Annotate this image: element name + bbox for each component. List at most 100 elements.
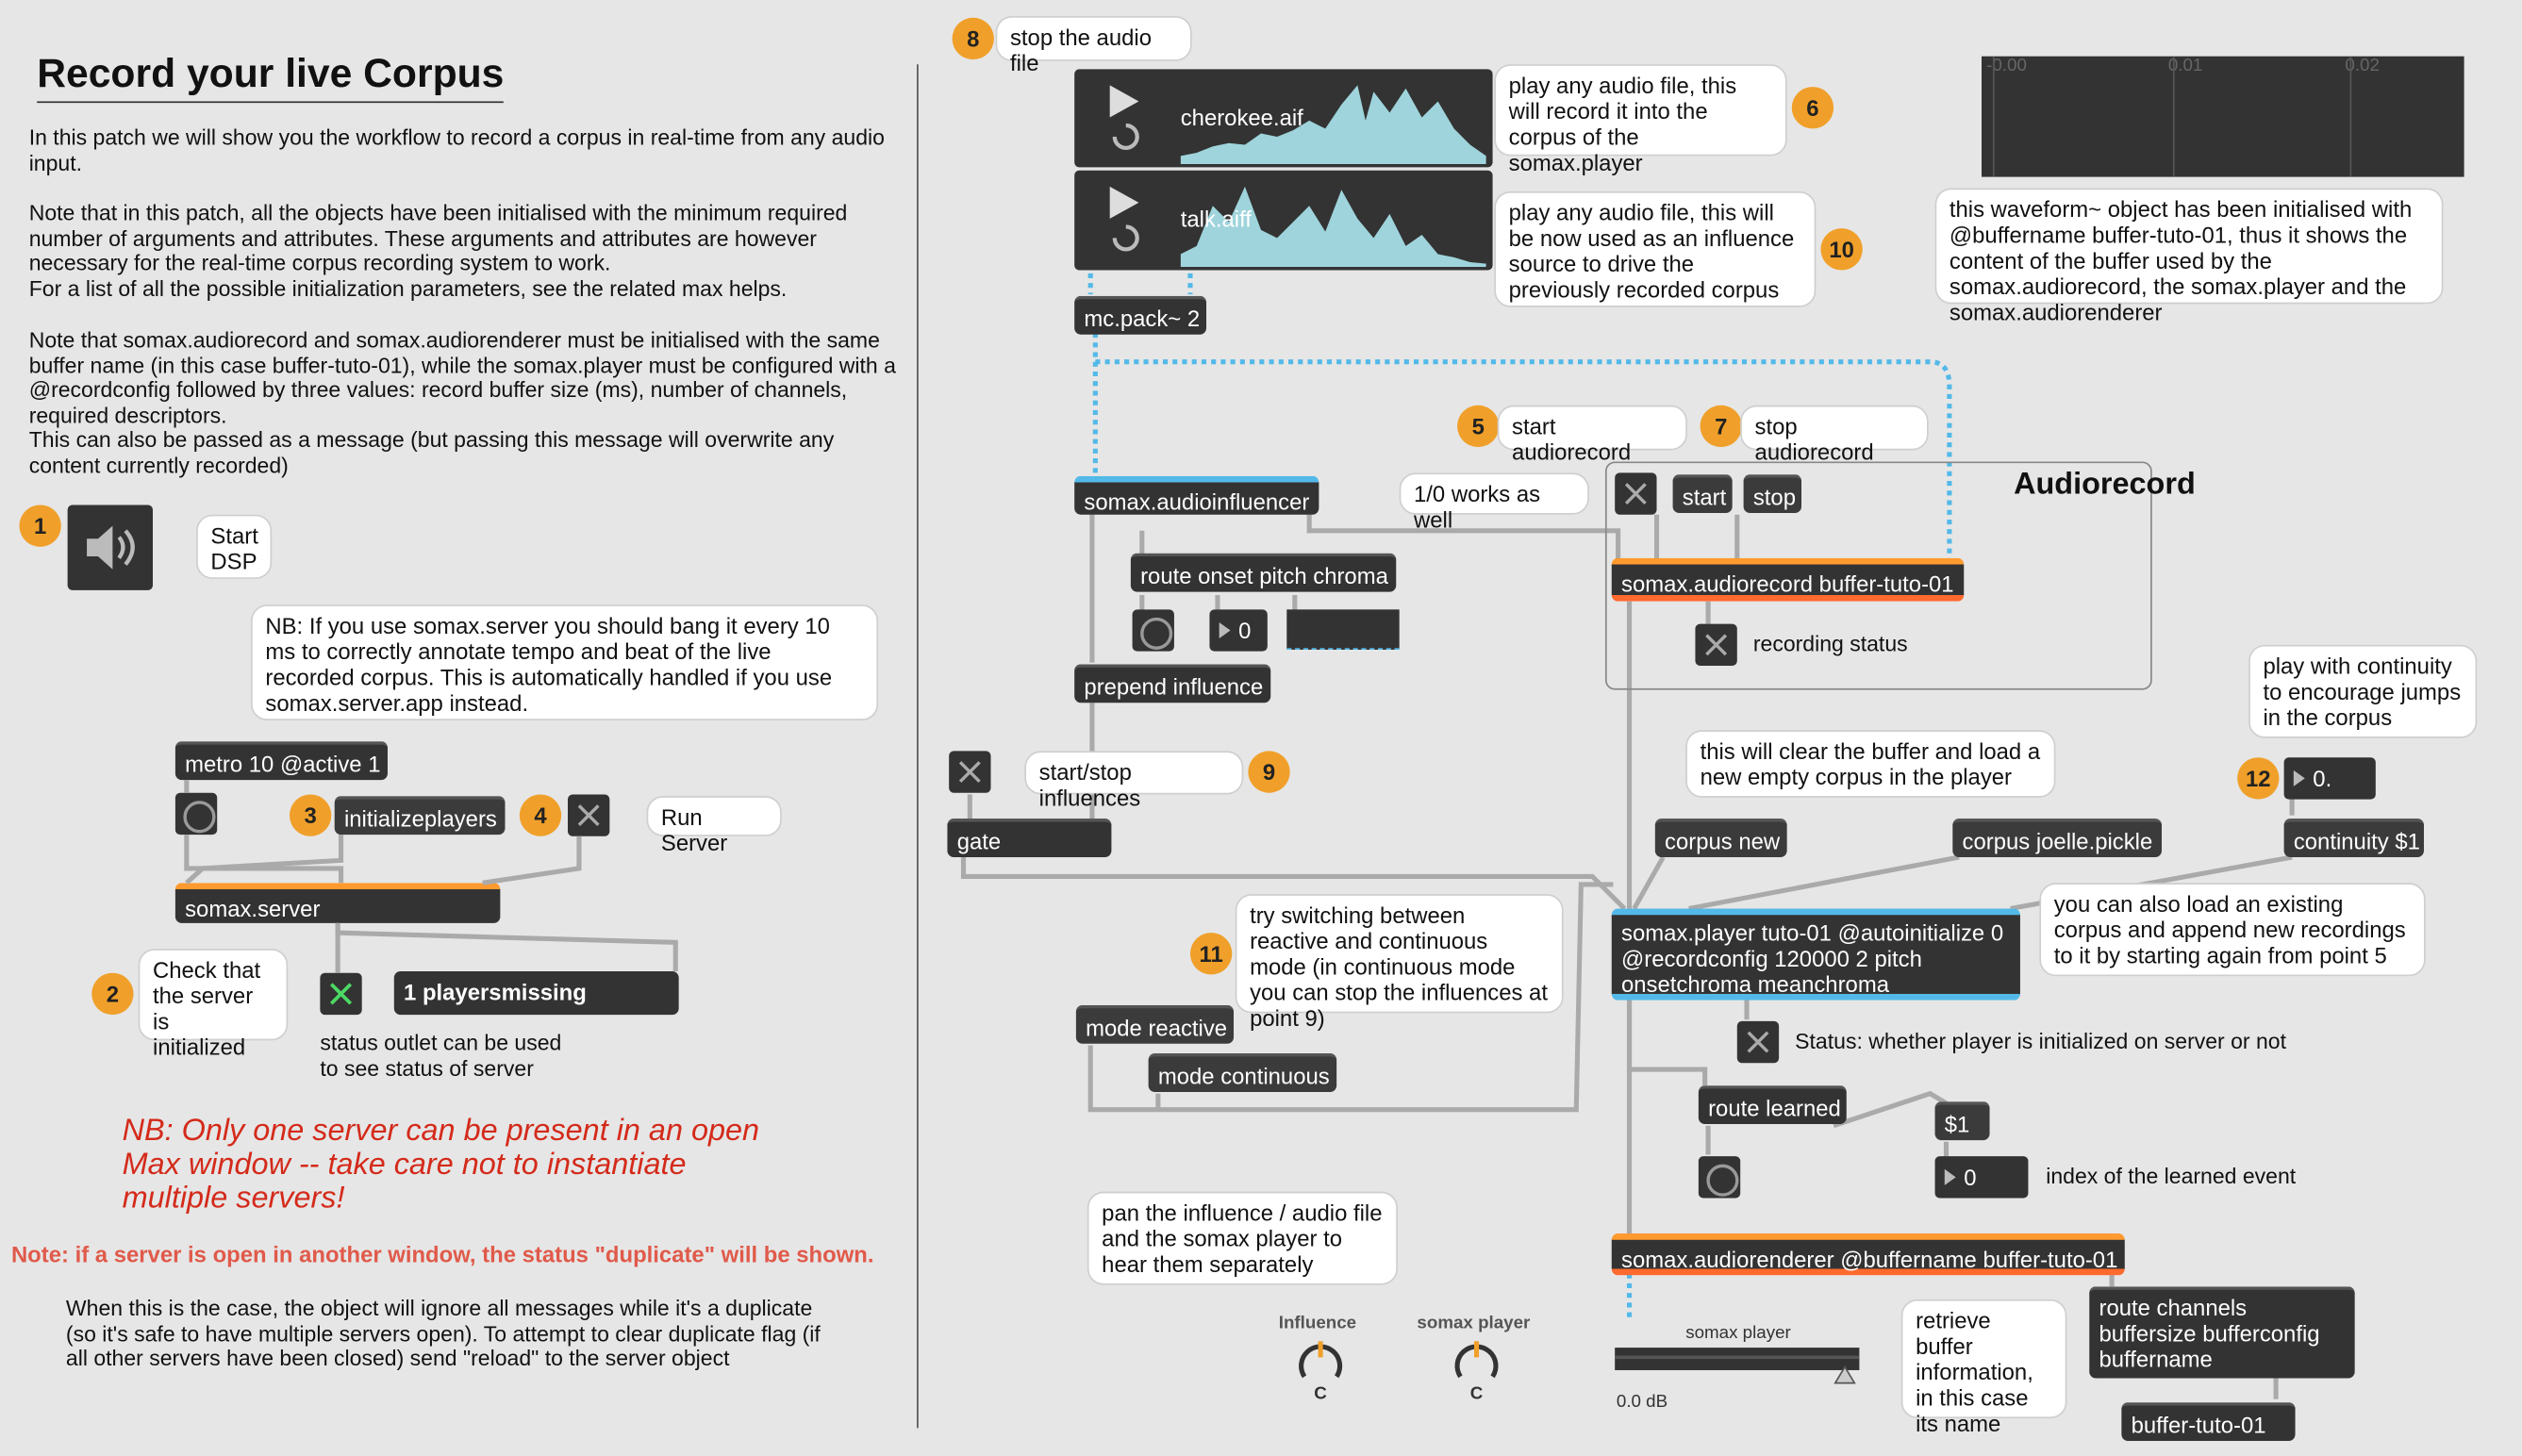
step-badge-1: 1 (19, 505, 61, 547)
step-badge-5: 5 (1457, 405, 1500, 448)
player-dial-value: C (1469, 1384, 1484, 1404)
note-buffer-name: Note that somax.audiorecord and somax.au… (28, 327, 896, 477)
waveform-tick-0: -0.00 (1986, 56, 2027, 76)
comment-status-outlet: status outlet can be used to see status … (320, 1031, 562, 1081)
comment-load-existing: you can also load an existing corpus and… (2039, 883, 2426, 977)
comment-pan: pan the influence / audio file and the s… (1087, 1191, 1398, 1285)
comment-one-zero: 1/0 works as well (1399, 472, 1589, 532)
influence-dial-value: C (1314, 1384, 1327, 1404)
warning-duplicate: Note: if a server is open in another win… (10, 1241, 874, 1267)
run-server-toggle[interactable] (567, 794, 610, 836)
comment-continuity: play with continuity to encourage jumps … (2248, 644, 2478, 738)
comment-nb-server: NB: If you use somax.server you should b… (251, 604, 879, 721)
buffer-name-display: buffer-tuto-01 (2121, 1402, 2296, 1442)
gate-object[interactable]: gate (947, 819, 1112, 857)
mode-continuous-message[interactable]: mode continuous (1148, 1053, 1337, 1092)
chroma-display (1286, 609, 1400, 650)
learned-index-number[interactable]: 0 (1934, 1156, 2029, 1199)
step-badge-3: 3 (289, 794, 332, 836)
audio-player-1[interactable]: cherokee.aif (1074, 69, 1493, 168)
player-status-toggle[interactable] (1736, 1020, 1780, 1064)
step-badge-7: 7 (1700, 405, 1742, 448)
comment-start-audiorecord: start audiorecord (1497, 405, 1687, 465)
audio-filename-1: cherokee.aif (1180, 104, 1303, 131)
audiorenderer-object[interactable]: somax.audiorenderer @buffername buffer-t… (1611, 1233, 2125, 1276)
route-channels-object[interactable]: route channels buffersize bufferconfig b… (2089, 1286, 2355, 1379)
intro-text: In this patch we will show you the workf… (28, 125, 885, 175)
note-initialization: Note that in this patch, all the objects… (28, 201, 848, 301)
influence-gate-toggle[interactable] (949, 751, 991, 793)
player-dial-label: somax player (1417, 1314, 1531, 1333)
learned-bang[interactable] (1698, 1156, 1741, 1199)
onset-bang[interactable] (1132, 609, 1174, 652)
comment-play-audio-1: play any audio file, this will record it… (1494, 64, 1787, 175)
play-icon[interactable] (1106, 183, 1142, 260)
comment-player-status: Status: whether player is initialized on… (1795, 1029, 2287, 1054)
metro-bang[interactable] (174, 792, 218, 836)
start-message[interactable]: start (1672, 474, 1733, 514)
audioinfluencer-object[interactable]: somax.audioinfluencer (1074, 475, 1319, 515)
record-toggle[interactable] (1615, 472, 1657, 515)
warning-one-server: NB: Only one server can be present in an… (122, 1114, 760, 1216)
step-badge-4: 4 (519, 794, 562, 836)
continuity-message[interactable]: continuity $1 (2283, 819, 2424, 857)
waveform-display-1 (1180, 85, 1486, 164)
step-badge-10: 10 (1820, 228, 1863, 271)
player-pan-dial[interactable] (1448, 1334, 1505, 1392)
page-title: Record your live Corpus (37, 52, 505, 104)
metro-object[interactable]: metro 10 @active 1 (174, 741, 388, 781)
comment-run-server: Run Server (646, 796, 782, 855)
influence-pan-dial[interactable] (1291, 1334, 1349, 1392)
play-icon[interactable] (1106, 82, 1142, 159)
step-badge-8: 8 (952, 17, 994, 60)
waveform-tick-1: 0.01 (2167, 56, 2203, 76)
step-badge-12: 12 (2237, 757, 2280, 800)
waveform-tick-2: 0.02 (2345, 56, 2380, 76)
comment-check-server: Check that the server is initialized (138, 949, 289, 1060)
mode-reactive-message[interactable]: mode reactive (1075, 1004, 1235, 1044)
mc-pack-object[interactable]: mc.pack~ 2 (1074, 295, 1207, 335)
route-onset-object[interactable]: route onset pitch chroma (1130, 553, 1397, 592)
comment-recording-status: recording status (1752, 632, 1908, 656)
audiorecord-panel-title: Audiorecord (2014, 468, 2196, 503)
continuity-number[interactable]: 0. (2283, 757, 2376, 800)
audiorecord-panel: Audiorecord (1604, 461, 2196, 690)
step-badge-11: 11 (1189, 933, 1233, 975)
step-badge-6: 6 (1791, 87, 1834, 129)
gain-slider[interactable] (1615, 1348, 1860, 1370)
prepend-influence-object[interactable]: prepend influence (1074, 664, 1271, 703)
stop-message[interactable]: stop (1743, 474, 1802, 514)
corpus-new-message[interactable]: corpus new (1654, 819, 1787, 857)
recording-status-toggle[interactable] (1695, 623, 1737, 667)
comment-clear-buffer: this will clear the buffer and load a ne… (1685, 730, 2056, 798)
comment-start-dsp: Start DSP (196, 514, 273, 579)
x-toggle-icon (577, 804, 600, 827)
audio-player-2[interactable]: talk.aiff (1074, 170, 1493, 271)
comment-start-stop-influences: start/stop influences (1024, 751, 1244, 811)
waveform-buffer-display: -0.00 0.01 0.02 (1982, 56, 2464, 177)
initializeplayers-message[interactable]: initializeplayers (334, 796, 506, 836)
comment-retrieve-buffer: retrieve buffer information, in this cas… (1900, 1299, 2067, 1436)
dsp-toggle[interactable] (67, 505, 154, 590)
somax-player-object[interactable]: somax.player tuto-01 @autoinitialize 0 @… (1611, 908, 2020, 1001)
players-missing-display: 1 playersmissing (393, 971, 679, 1016)
pitch-number[interactable]: 0 (1209, 609, 1268, 652)
comment-stop-audiorecord: stop audiorecord (1740, 405, 1929, 465)
comment-stop-audio: stop the audio file (995, 16, 1192, 75)
dollar-one-message[interactable]: $1 (1934, 1101, 1990, 1141)
influence-dial-label: Influence (1278, 1314, 1357, 1333)
corpus-joelle-message[interactable]: corpus joelle.pickle (1952, 819, 2163, 857)
comment-learned-index: index of the learned event (2046, 1164, 2297, 1189)
x-toggle-icon (1705, 634, 1728, 656)
x-toggle-icon (1747, 1031, 1769, 1053)
step-badge-9: 9 (1248, 751, 1290, 793)
gain-slider-handle[interactable] (1833, 1365, 1856, 1384)
server-initialized-toggle[interactable] (320, 972, 362, 1016)
x-toggle-icon (1624, 483, 1647, 505)
route-learned-object[interactable]: route learned (1698, 1085, 1847, 1125)
gain-slider-label: somax player (1685, 1323, 1791, 1343)
waveform-display-2 (1180, 186, 1486, 268)
audiorecord-object[interactable]: somax.audiorecord buffer-tuto-01 (1611, 557, 1965, 602)
somax-server-object[interactable]: somax.server (174, 883, 501, 923)
